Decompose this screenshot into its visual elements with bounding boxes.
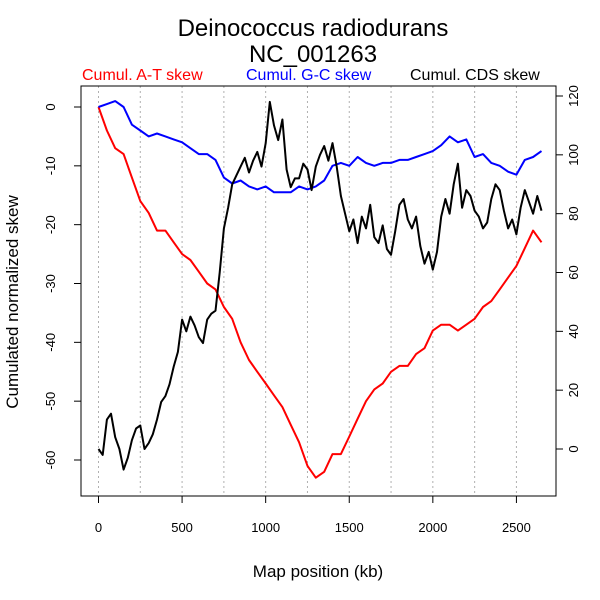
- y-right-tick-label: 0: [566, 445, 581, 452]
- y-left-tick-label: -40: [43, 333, 58, 352]
- y-right-tick-label: 60: [566, 265, 581, 279]
- y-axis-label: Cumulated normalized skew: [3, 195, 22, 409]
- y-right-tick-label: 80: [566, 206, 581, 220]
- x-tick-label: 1000: [251, 520, 280, 535]
- x-tick-label: 1500: [335, 520, 364, 535]
- x-tick-label: 500: [171, 520, 193, 535]
- x-axis: 0 500 1000 1500 2000 2500: [95, 496, 531, 535]
- y-right-tick-label: 40: [566, 324, 581, 338]
- legend-at-skew: Cumul. A-T skew: [82, 67, 203, 84]
- chart-title: Deinococcus radiodurans: [178, 15, 449, 42]
- series-layer: [97, 100, 543, 479]
- series-line-gc-skew: [98, 100, 543, 194]
- y-left-tick-label: -60: [43, 451, 58, 470]
- x-axis-label: Map position (kb): [253, 562, 383, 581]
- y-left-tick-label: -10: [43, 156, 58, 175]
- legend-cds-skew: Cumul. CDS skew: [410, 67, 540, 84]
- y-axis-left: 0 -10 -20 -30 -40 -50 -60: [43, 103, 81, 469]
- y-left-tick-label: -20: [43, 215, 58, 234]
- y-left-tick-label: -30: [43, 274, 58, 293]
- x-tick-label: 0: [95, 520, 102, 535]
- chart-subtitle: NC_001263: [249, 41, 377, 68]
- x-tick-label: 2000: [418, 520, 447, 535]
- x-tick-label: 2500: [502, 520, 531, 535]
- y-right-tick-label: 100: [566, 144, 581, 166]
- series-line-at-skew: [97, 106, 543, 479]
- plot-frame: [80, 85, 557, 497]
- y-left-tick-label: -50: [43, 392, 58, 411]
- y-axis-right: 0 20 40 60 80 100 120: [556, 85, 581, 453]
- y-right-tick-label: 20: [566, 383, 581, 397]
- series-line-cds-skew: [97, 100, 543, 471]
- gridlines: [98, 86, 517, 496]
- legend-gc-skew: Cumul. G-C skew: [246, 67, 372, 84]
- y-left-tick-label: 0: [43, 103, 58, 110]
- y-right-tick-label: 120: [566, 85, 581, 107]
